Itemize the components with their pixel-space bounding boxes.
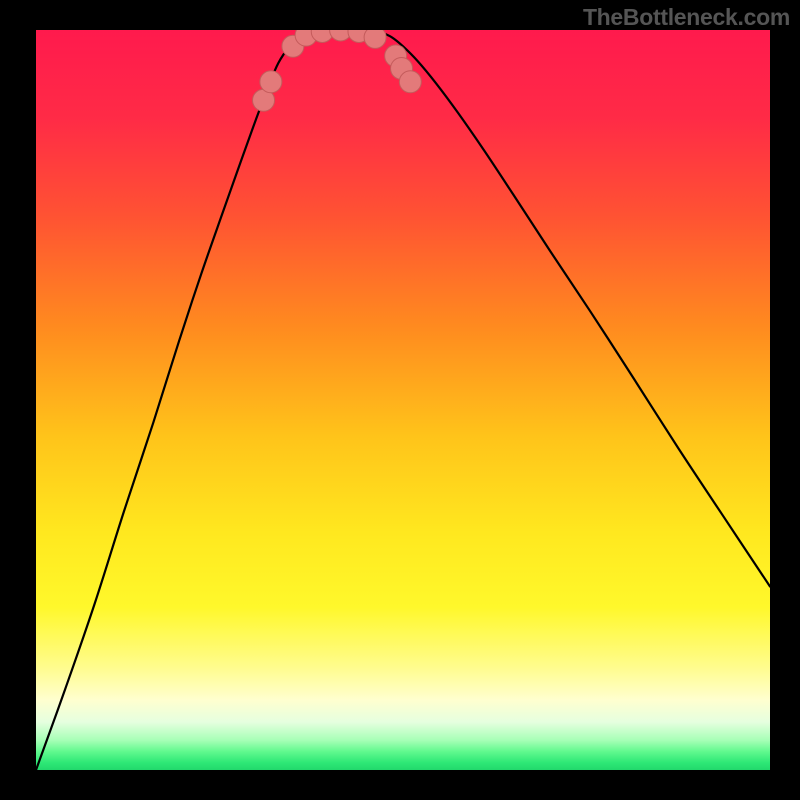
marker-point (399, 71, 421, 93)
plot-area (36, 30, 770, 770)
chart-svg (36, 30, 770, 770)
watermark-text: TheBottleneck.com (583, 4, 790, 31)
gradient-background (36, 30, 770, 770)
chart-container: TheBottleneck.com (0, 0, 800, 800)
marker-point (364, 30, 386, 48)
marker-point (260, 71, 282, 93)
